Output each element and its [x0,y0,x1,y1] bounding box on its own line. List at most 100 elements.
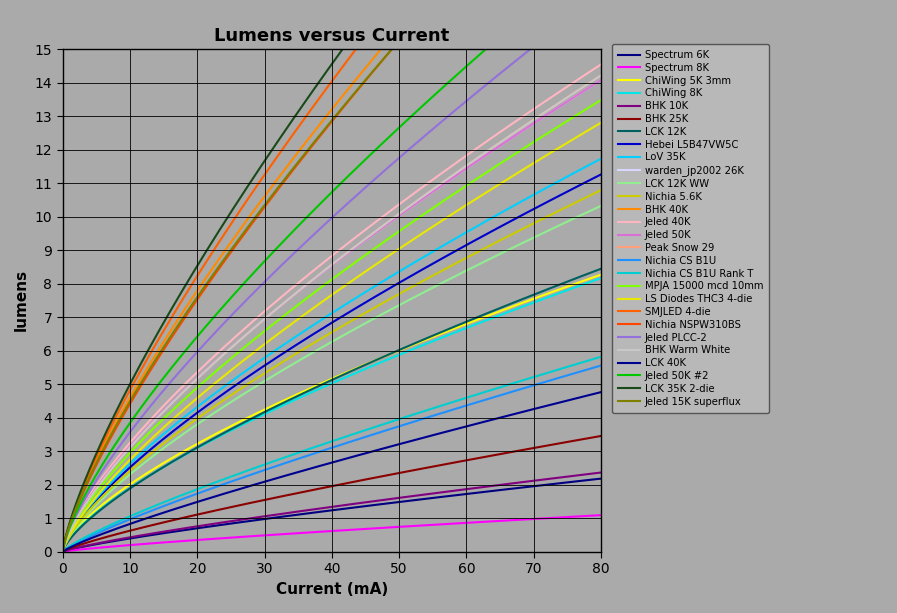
BHK 10K [378,497,388,504]
Jeled 50K #2 [317,199,327,206]
Hebei L5B47VW5C [499,221,509,229]
LS Diodes THC3 4-die [596,119,606,126]
Line: Nichia CS B1U Rank T: Nichia CS B1U Rank T [63,357,601,552]
Nichia 5.6K [499,235,509,242]
Line: LS Diodes THC3 4-die: LS Diodes THC3 4-die [63,123,601,552]
BHK 40K [349,78,360,86]
Jeled PLCC-2 [583,0,594,7]
Hebei L5B47VW5C [317,326,327,333]
Line: Nichia NSPW310BS: Nichia NSPW310BS [63,0,601,552]
LCK 40K [57,548,68,555]
Spectrum 8K [317,528,327,535]
BHK 25K [499,450,509,457]
Nichia CS B1U [499,390,509,398]
warden_jp2002 26K [378,224,388,231]
Peak Snow 29 [583,80,594,88]
Peak Snow 29 [349,244,360,251]
LCK 40K [583,392,594,399]
Jeled 15K superflux [349,90,360,97]
Line: LCK 35K 2-die: LCK 35K 2-die [63,0,601,552]
Nichia CS B1U [378,428,388,435]
ChiWing 8K [499,310,509,318]
BHK 40K [57,548,68,555]
Line: LCK 12K: LCK 12K [63,268,601,552]
ChiWing 8K [57,548,68,555]
ChiWing 8K [378,358,388,365]
Line: warden_jp2002 26K: warden_jp2002 26K [63,80,601,552]
BHK Warm White [499,136,509,143]
Jeled 50K #2 [57,548,68,555]
MPJA 15000 mcd 10mm [596,96,606,104]
Y-axis label: lumens: lumens [14,269,29,332]
Peak Snow 29 [499,136,509,143]
Jeled 40K [57,548,68,555]
Nichia CS B1U Rank T [378,421,388,428]
Nichia CS B1U Rank T [499,383,509,390]
Nichia CS B1U [313,449,324,456]
Peak Snow 29 [596,72,606,79]
SMJLED 4-die [313,96,324,103]
LS Diodes THC3 4-die [583,127,594,134]
LoV 35K [313,318,324,326]
Spectrum 8K [583,512,594,520]
LoV 35K [378,278,388,285]
Jeled 50K [313,272,324,280]
SMJLED 4-die [317,91,327,99]
Nichia CS B1U Rank T [313,442,324,449]
Line: BHK 25K: BHK 25K [63,436,601,552]
Line: MPJA 15000 mcd 10mm: MPJA 15000 mcd 10mm [63,100,601,552]
BHK Warm White [317,269,327,276]
Peak Snow 29 [57,548,68,555]
LCK 12K [317,381,327,388]
Spectrum 8K [313,528,324,536]
LCK 40K [499,413,509,421]
Nichia NSPW310BS [57,548,68,555]
ChiWing 5K 3mm [57,548,68,555]
MPJA 15000 mcd 10mm [499,158,509,165]
BHK 25K [57,548,68,555]
warden_jp2002 26K [313,272,324,280]
SMJLED 4-die [349,48,360,55]
LCK 12K [349,366,360,373]
Jeled 15K superflux [378,56,388,63]
ChiWing 5K 3mm [596,271,606,278]
BHK 25K [596,432,606,440]
Line: Jeled PLCC-2: Jeled PLCC-2 [63,0,601,552]
ChiWing 8K [317,384,327,392]
LS Diodes THC3 4-die [57,548,68,555]
Spectrum 8K [596,511,606,519]
LoV 35K [596,155,606,162]
LCK 12K WW [317,344,327,351]
BHK 25K [349,478,360,485]
Nichia CS B1U [349,437,360,444]
LCK 12K WW [583,208,594,216]
ChiWing 8K [313,386,324,393]
Nichia CS B1U Rank T [349,430,360,438]
Hebei L5B47VW5C [349,306,360,313]
Line: Jeled 50K #2: Jeled 50K #2 [63,0,601,552]
BHK 40K [378,43,388,50]
MPJA 15000 mcd 10mm [57,548,68,555]
MPJA 15000 mcd 10mm [349,259,360,267]
BHK 10K [317,504,327,512]
Jeled 50K [378,224,388,231]
BHK 10K [57,548,68,555]
BHK 25K [583,435,594,442]
LS Diodes THC3 4-die [349,276,360,283]
Jeled 15K superflux [317,129,327,137]
LCK 40K [349,453,360,460]
LCK 12K [499,303,509,310]
Jeled PLCC-2 [57,548,68,555]
LCK 35K 2-die [349,29,360,37]
BHK 10K [583,470,594,478]
Jeled 50K [596,77,606,84]
warden_jp2002 26K [57,548,68,555]
BHK 25K [313,485,324,492]
Line: Peak Snow 29: Peak Snow 29 [63,75,601,552]
Jeled 40K [596,61,606,68]
Spectrum 6K [499,486,509,493]
LCK 12K [313,383,324,390]
LS Diodes THC3 4-die [313,301,324,308]
BHK 40K [317,118,327,126]
Jeled 40K [317,261,327,268]
